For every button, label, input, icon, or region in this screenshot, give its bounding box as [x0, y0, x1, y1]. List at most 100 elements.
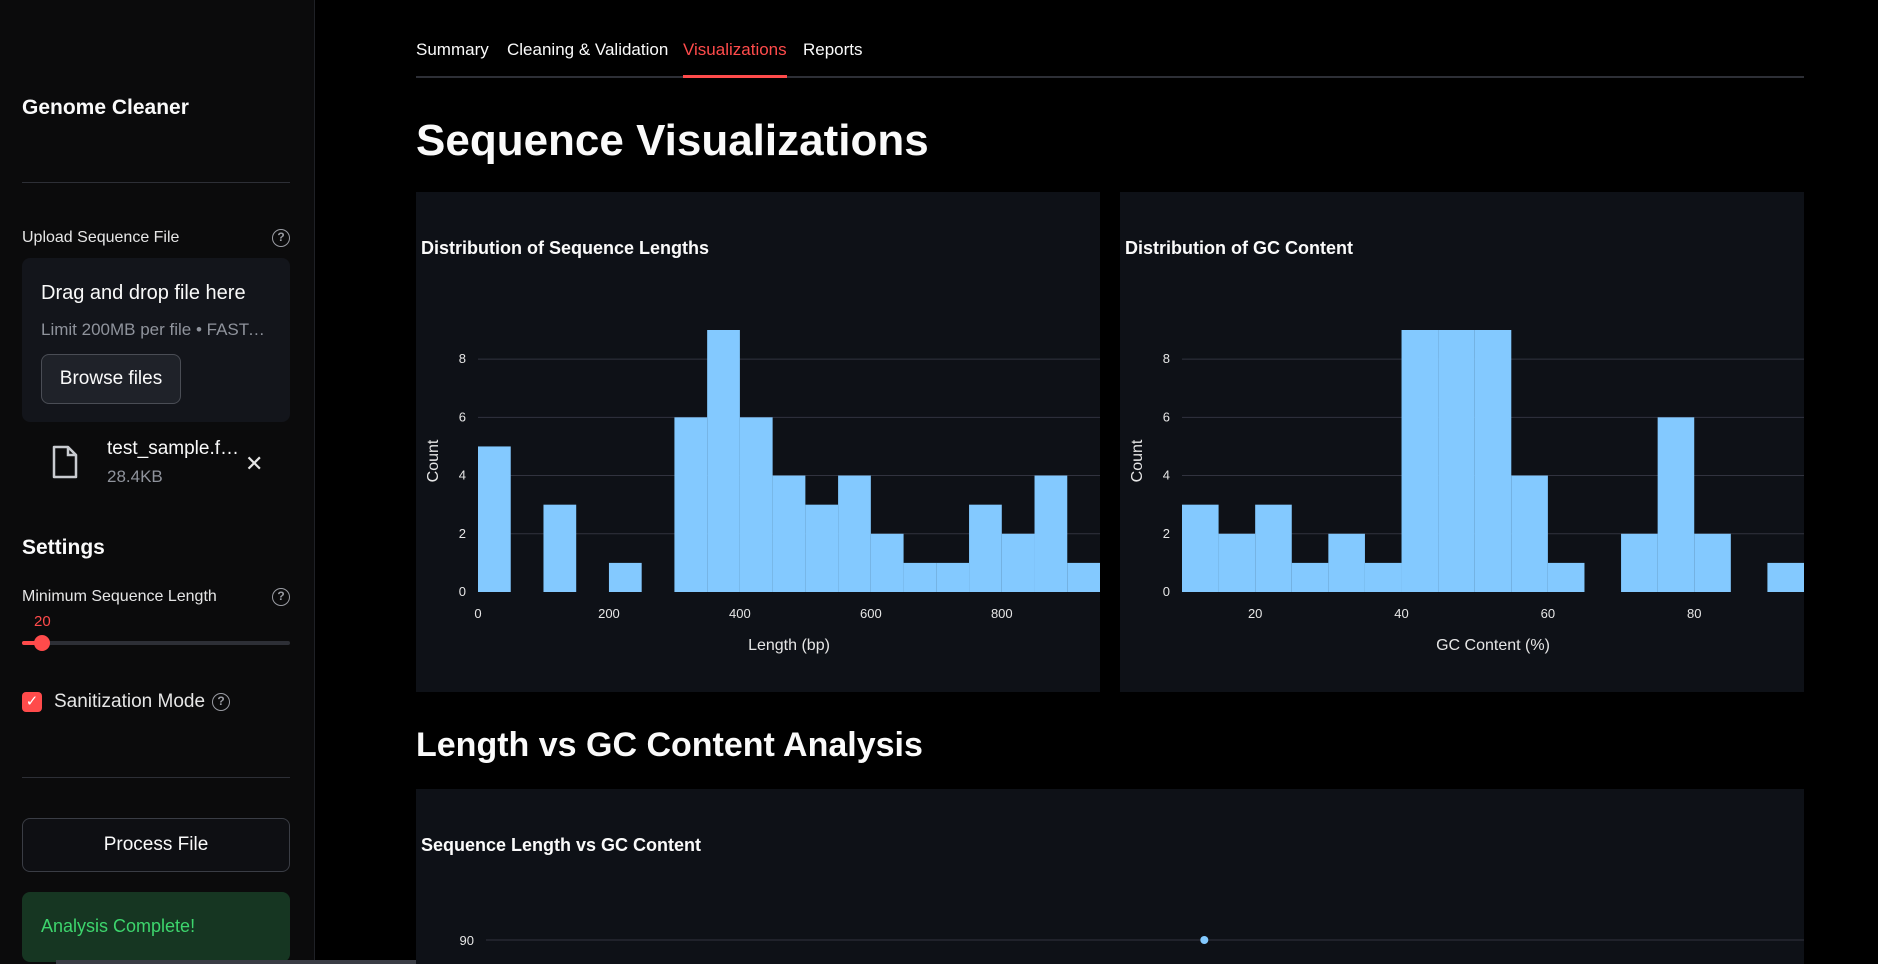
- histogram-bar: [870, 533, 904, 592]
- help-icon[interactable]: ?: [272, 229, 290, 247]
- chart-title: Distribution of Sequence Lengths: [421, 238, 710, 258]
- help-icon[interactable]: ?: [212, 693, 230, 711]
- histogram-bar: [707, 330, 740, 592]
- tab-summary[interactable]: Summary: [416, 40, 489, 59]
- sanitization-checkbox[interactable]: ✓: [22, 692, 42, 712]
- y-tick-label: 8: [1163, 351, 1170, 366]
- dropzone-title: Drag and drop file here: [41, 282, 246, 304]
- success-alert: Analysis Complete!: [22, 892, 290, 962]
- scatter-card: Sequence Length vs GC Content 90: [416, 789, 1804, 964]
- y-tick-label: 8: [459, 351, 466, 366]
- y-tick-label: 0: [459, 584, 466, 599]
- histogram-bar: [1438, 330, 1475, 592]
- histogram-bar: [1291, 562, 1329, 592]
- section-title: Length vs GC Content Analysis: [416, 726, 923, 764]
- histogram-bar: [1547, 562, 1585, 592]
- histogram-bar: [1001, 533, 1035, 592]
- upload-label: Upload Sequence File: [22, 229, 180, 246]
- process-file-button[interactable]: Process File: [22, 818, 290, 872]
- x-tick-label: 800: [991, 606, 1013, 621]
- page-title: Sequence Visualizations: [416, 116, 929, 165]
- chart-title: Distribution of GC Content: [1125, 238, 1353, 258]
- sidebar-divider: [22, 182, 290, 183]
- histogram-bar: [805, 504, 839, 592]
- histogram-bar: [608, 562, 642, 592]
- histogram-bar: [936, 562, 970, 592]
- histogram-bar: [1218, 533, 1256, 592]
- app-title: Genome Cleaner: [22, 96, 189, 119]
- chart-title: Sequence Length vs GC Content: [421, 835, 702, 855]
- x-tick-label: 400: [729, 606, 751, 621]
- min-length-slider-thumb[interactable]: [34, 635, 50, 651]
- y-tick-label: 0: [1163, 584, 1170, 599]
- tab-bar: Summary Cleaning & Validation Visualizat…: [416, 40, 1804, 78]
- tab-cleaning-validation[interactable]: Cleaning & Validation: [507, 40, 669, 59]
- histogram-bar: [739, 417, 773, 592]
- x-axis-label: Length (bp): [748, 637, 830, 654]
- horizontal-scrollbar[interactable]: [56, 960, 416, 964]
- x-tick-label: 200: [598, 606, 620, 621]
- dropzone-limit: Limit 200MB per file • FASTA, FA, TXT: [41, 320, 266, 339]
- x-tick-label: 600: [860, 606, 882, 621]
- histogram-bar: [1067, 562, 1100, 592]
- y-tick-label: 6: [459, 409, 466, 424]
- tab-reports[interactable]: Reports: [803, 40, 863, 59]
- gc-histogram: 0 2 4 6 8 20 40 60 80 GC Content (%) Count: [1129, 330, 1804, 654]
- browse-files-button[interactable]: Browse files: [41, 354, 181, 404]
- gc-histogram-card: Distribution of GC Content 0 2 4 6 8 20 40 60 80…: [1120, 192, 1804, 692]
- histogram-bar: [1767, 562, 1804, 592]
- histogram-bar: [1621, 533, 1658, 592]
- histogram-bar: [1511, 475, 1548, 592]
- uploaded-file-size: 28.4KB: [107, 467, 163, 486]
- histogram-bar: [969, 504, 1002, 592]
- scatter-point: [1200, 936, 1209, 944]
- min-length-slider-track[interactable]: [22, 641, 290, 645]
- histogram-bar: [903, 562, 937, 592]
- min-length-label: Minimum Sequence Length: [22, 588, 217, 605]
- histogram-bar: [543, 504, 577, 592]
- length-histogram-card: Distribution of Sequence Lengths 0 2 4 6 8 0 2…: [416, 192, 1100, 692]
- y-axis-label: Count: [1129, 439, 1146, 482]
- histogram-bar: [1474, 330, 1512, 592]
- file-dropzone[interactable]: Drag and drop file here Limit 200MB per …: [22, 258, 290, 422]
- sanitization-label[interactable]: Sanitization Mode: [54, 691, 206, 712]
- histogram-bar: [838, 475, 871, 592]
- min-length-slider-fill: [22, 641, 42, 645]
- success-message: Analysis Complete!: [41, 916, 196, 936]
- y-tick-label: 4: [459, 468, 466, 483]
- help-icon[interactable]: ?: [272, 588, 290, 606]
- y-axis-label: Count: [425, 439, 442, 482]
- y-tick-label: 90: [460, 933, 474, 948]
- histogram-bar: [1694, 533, 1731, 592]
- histogram-bar: [478, 446, 511, 592]
- histogram-bar: [674, 417, 708, 592]
- x-tick-label: 20: [1248, 606, 1262, 621]
- x-axis-label: GC Content (%): [1436, 637, 1550, 654]
- y-tick-label: 2: [459, 526, 466, 541]
- histogram-bar: [1034, 475, 1068, 592]
- histogram-bar: [1657, 417, 1695, 592]
- x-tick-label: 60: [1541, 606, 1555, 621]
- histogram-bar: [1364, 562, 1402, 592]
- y-tick-label: 4: [1163, 468, 1170, 483]
- remove-file-close-icon[interactable]: ✕: [245, 451, 264, 476]
- sidebar-divider: [22, 777, 290, 778]
- x-tick-label: 0: [474, 606, 481, 621]
- uploaded-file-name: test_sample.fasta: [107, 438, 247, 459]
- histogram-bar: [1328, 533, 1365, 592]
- histogram-bar: [772, 475, 806, 592]
- file-icon: [52, 445, 78, 479]
- sidebar: Genome Cleaner Upload Sequence File ? Dr…: [0, 0, 315, 964]
- tab-visualizations[interactable]: Visualizations: [683, 40, 787, 78]
- histogram-bar: [1182, 504, 1219, 592]
- length-histogram: 0 2 4 6 8 0 200 400 600 800 Length (bp) Count: [425, 330, 1100, 654]
- y-tick-label: 6: [1163, 409, 1170, 424]
- x-tick-label: 40: [1394, 606, 1408, 621]
- settings-heading: Settings: [22, 536, 105, 559]
- histogram-bar: [1255, 504, 1292, 592]
- y-tick-label: 2: [1163, 526, 1170, 541]
- histogram-bar: [1401, 330, 1439, 592]
- min-length-value: 20: [34, 613, 51, 630]
- length-gc-scatter: 90: [460, 933, 1804, 948]
- x-tick-label: 80: [1687, 606, 1701, 621]
